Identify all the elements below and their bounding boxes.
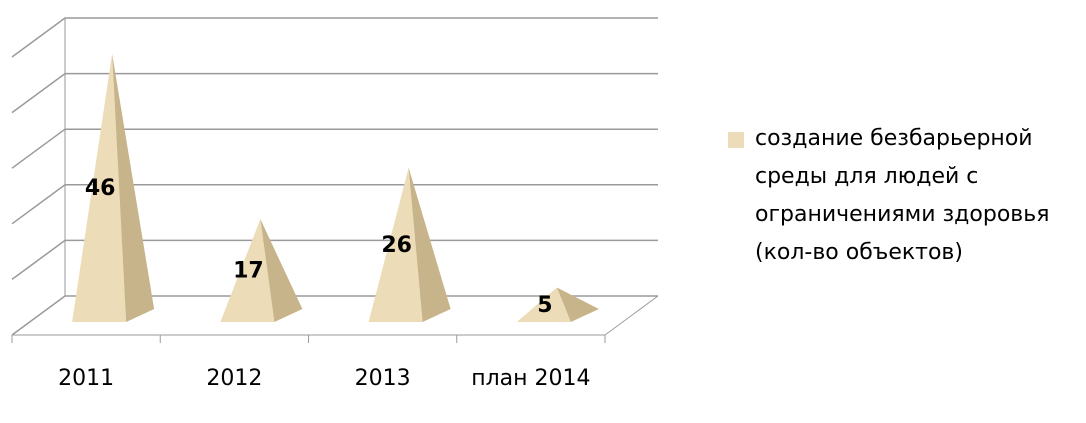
pyramid-face <box>260 219 303 322</box>
pyramid <box>516 287 599 322</box>
x-tick-label: план 2014 <box>471 366 591 391</box>
x-tick-label: 2013 <box>354 366 411 391</box>
grid-line <box>11 128 658 169</box>
x-tick-label: 2012 <box>206 366 263 391</box>
pyramid-face <box>220 219 275 322</box>
legend-swatch <box>728 132 744 148</box>
data-label: 5 <box>537 293 552 318</box>
x-tick-label: 2011 <box>58 366 115 391</box>
grid-line <box>11 239 658 281</box>
pyramid-face <box>368 167 423 322</box>
floor-edge <box>604 295 659 336</box>
grid-line <box>11 17 658 58</box>
pyramid-face <box>516 287 571 322</box>
pyramid-face <box>72 53 127 323</box>
pyramid-face <box>556 287 599 322</box>
legend-label: создание безбарьерной среды для людей с … <box>755 126 1050 265</box>
grid-line <box>11 72 658 114</box>
pyramid <box>220 219 303 322</box>
pyramid-face <box>408 167 451 322</box>
data-label: 46 <box>85 176 116 201</box>
grid-line <box>11 184 658 225</box>
data-label: 26 <box>381 233 412 258</box>
grid-line <box>11 295 658 336</box>
pyramid <box>368 167 451 322</box>
data-label: 17 <box>233 259 264 284</box>
legend: создание безбарьерной среды для людей с … <box>728 120 1078 272</box>
pyramid-face <box>112 53 155 323</box>
pyramid <box>72 53 155 323</box>
